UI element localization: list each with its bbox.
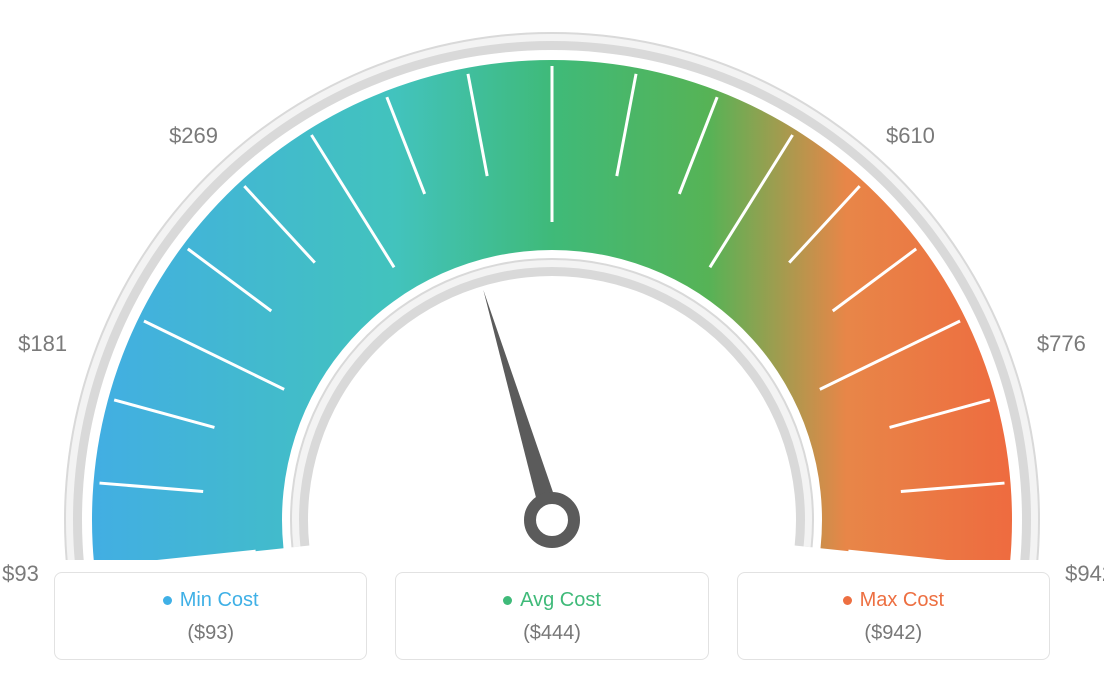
legend-title-label: Min Cost xyxy=(180,589,259,612)
legend-title-min: Min Cost xyxy=(163,589,259,612)
gauge-tick-label: $776 xyxy=(1037,331,1086,357)
gauge-area: $93$181$269$444$610$776$942 xyxy=(0,0,1104,560)
legend-card-max: Max Cost ($942) xyxy=(737,572,1050,660)
dot-icon xyxy=(163,596,172,605)
dot-icon xyxy=(843,596,852,605)
legend-row: Min Cost ($93) Avg Cost ($444) Max Cost … xyxy=(0,572,1104,660)
legend-title-label: Avg Cost xyxy=(520,589,601,612)
gauge-tick-label: $444 xyxy=(528,0,577,4)
legend-value-max: ($942) xyxy=(748,622,1039,645)
gauge-tick-label: $269 xyxy=(169,123,218,149)
gauge-tick-label: $181 xyxy=(18,331,67,357)
legend-title-max: Max Cost xyxy=(843,589,944,612)
dot-icon xyxy=(503,596,512,605)
gauge-svg xyxy=(0,0,1104,560)
legend-title-label: Max Cost xyxy=(860,589,944,612)
gauge-tick-label: $610 xyxy=(886,123,935,149)
legend-title-avg: Avg Cost xyxy=(503,589,601,612)
legend-card-min: Min Cost ($93) xyxy=(54,572,367,660)
legend-value-min: ($93) xyxy=(65,622,356,645)
cost-gauge-chart: $93$181$269$444$610$776$942 Min Cost ($9… xyxy=(0,0,1104,690)
legend-value-avg: ($444) xyxy=(406,622,697,645)
legend-card-avg: Avg Cost ($444) xyxy=(395,572,708,660)
